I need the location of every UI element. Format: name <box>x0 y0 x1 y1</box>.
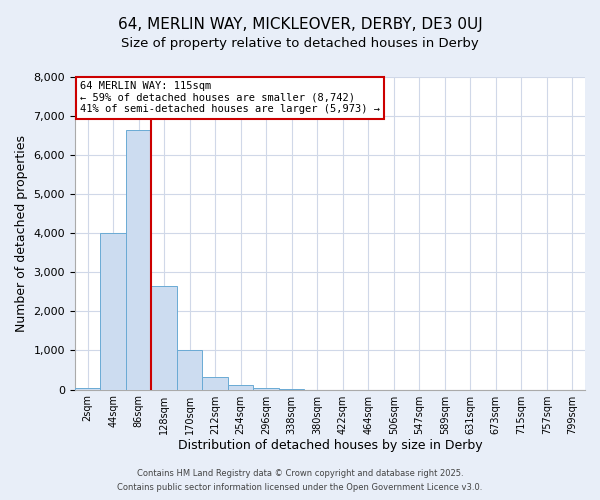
Bar <box>279 389 304 390</box>
Bar <box>202 376 228 390</box>
Text: Size of property relative to detached houses in Derby: Size of property relative to detached ho… <box>121 38 479 51</box>
Y-axis label: Number of detached properties: Number of detached properties <box>15 134 28 332</box>
Bar <box>151 286 177 390</box>
Text: 64, MERLIN WAY, MICKLEOVER, DERBY, DE3 0UJ: 64, MERLIN WAY, MICKLEOVER, DERBY, DE3 0… <box>118 18 482 32</box>
Bar <box>100 233 126 390</box>
Text: Contains public sector information licensed under the Open Government Licence v3: Contains public sector information licen… <box>118 484 482 492</box>
Bar <box>177 350 202 390</box>
X-axis label: Distribution of detached houses by size in Derby: Distribution of detached houses by size … <box>178 440 482 452</box>
Text: Contains HM Land Registry data © Crown copyright and database right 2025.: Contains HM Land Registry data © Crown c… <box>137 468 463 477</box>
Bar <box>228 385 253 390</box>
Bar <box>126 130 151 390</box>
Bar <box>75 388 100 390</box>
Text: 64 MERLIN WAY: 115sqm
← 59% of detached houses are smaller (8,742)
41% of semi-d: 64 MERLIN WAY: 115sqm ← 59% of detached … <box>80 81 380 114</box>
Bar <box>253 388 279 390</box>
